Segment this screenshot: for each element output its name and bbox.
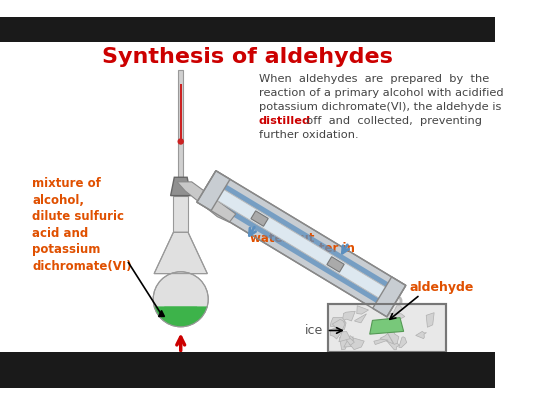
Bar (178, 70, 183, 177)
Polygon shape (426, 313, 434, 327)
Polygon shape (373, 277, 406, 317)
Polygon shape (380, 333, 394, 344)
Text: off  and  collected,  preventing: off and collected, preventing (299, 116, 482, 126)
Bar (328, 304, 446, 352)
Polygon shape (344, 336, 353, 347)
Polygon shape (342, 311, 355, 321)
Text: reaction of a primary alcohol with acidified: reaction of a primary alcohol with acidi… (259, 88, 503, 98)
Polygon shape (370, 318, 403, 334)
Bar (0, 17, 495, 43)
Polygon shape (416, 331, 427, 339)
Bar (173, 196, 188, 232)
Text: mixture of
alcohol,
dilute sulfuric
acid and
potassium
dichromate(VI): mixture of alcohol, dilute sulfuric acid… (32, 177, 132, 273)
Text: Synthesis of aldehydes: Synthesis of aldehydes (102, 47, 393, 67)
Polygon shape (330, 318, 345, 328)
Text: When  aldehydes  are  prepared  by  the: When aldehydes are prepared by the (259, 74, 489, 83)
Polygon shape (349, 338, 364, 350)
Polygon shape (374, 339, 388, 345)
Polygon shape (387, 313, 395, 325)
Text: potassium dichromate(VI), the aldehyde is: potassium dichromate(VI), the aldehyde i… (259, 102, 501, 112)
Polygon shape (342, 331, 354, 345)
Text: water out: water out (250, 232, 314, 245)
Polygon shape (251, 211, 268, 226)
Text: ice: ice (305, 324, 323, 337)
Polygon shape (386, 330, 399, 344)
Polygon shape (171, 177, 191, 196)
Polygon shape (390, 314, 405, 322)
Polygon shape (197, 171, 230, 211)
Bar (0, 352, 495, 388)
Text: further oxidation.: further oxidation. (259, 130, 359, 141)
Polygon shape (154, 232, 207, 274)
Polygon shape (203, 181, 400, 307)
Polygon shape (332, 320, 345, 332)
Polygon shape (335, 319, 346, 329)
Polygon shape (386, 340, 399, 350)
Circle shape (153, 272, 208, 327)
Text: heat: heat (163, 353, 198, 367)
Polygon shape (214, 185, 388, 303)
Polygon shape (340, 337, 349, 350)
Polygon shape (391, 306, 403, 318)
Text: distilled: distilled (259, 116, 311, 126)
Text: water in: water in (300, 242, 355, 255)
Bar (328, 304, 446, 352)
Polygon shape (330, 328, 342, 339)
Polygon shape (154, 307, 207, 327)
Polygon shape (164, 307, 197, 323)
Polygon shape (327, 257, 344, 272)
Polygon shape (197, 171, 406, 317)
Bar (180, 84, 182, 139)
Polygon shape (355, 314, 367, 323)
Polygon shape (399, 337, 407, 347)
Polygon shape (339, 332, 350, 342)
Polygon shape (357, 306, 368, 314)
Circle shape (178, 138, 184, 145)
Text: aldehyde: aldehyde (409, 281, 474, 294)
Polygon shape (177, 182, 236, 222)
